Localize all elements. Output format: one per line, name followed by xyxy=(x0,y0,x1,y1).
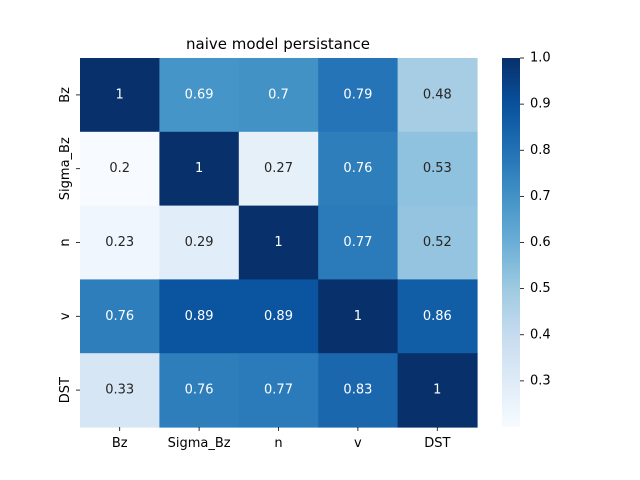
cell-value-label: 0.23 xyxy=(105,235,134,250)
y-tick-label: Bz xyxy=(58,87,73,103)
heatmap-cell xyxy=(80,353,160,428)
heatmap-cell xyxy=(80,131,160,207)
heatmap-cell xyxy=(80,279,160,354)
colorbar-tick-label: 1.0 xyxy=(530,51,551,66)
heatmap-cell xyxy=(80,205,160,280)
cell-value-label: 0.77 xyxy=(264,383,293,398)
cell-value-label: 0.83 xyxy=(343,383,372,398)
colorbar-tick-label: 0.8 xyxy=(530,143,551,158)
cell-value-label: 0.89 xyxy=(264,309,293,324)
cell-value-label: 0.76 xyxy=(105,309,134,324)
y-axis-ticks: Bz Sigma_Bzn v DST xyxy=(58,87,80,403)
heatmap-cell xyxy=(238,131,319,207)
heatmap-cell xyxy=(397,353,478,428)
y-tick-label: Sigma_Bz xyxy=(58,137,73,200)
colorbar-tick-label: 0.3 xyxy=(530,373,551,388)
heatmap-cell xyxy=(397,205,478,280)
heatmap-cell xyxy=(159,353,240,428)
heatmap-cell xyxy=(159,279,240,354)
cell-value-label: 0.33 xyxy=(105,383,134,398)
cell-value-label: 0.52 xyxy=(423,235,452,250)
heatmap-cell xyxy=(238,205,319,280)
heatmap-cell xyxy=(318,279,399,354)
colorbar xyxy=(502,58,520,427)
cell-value-label: 1 xyxy=(195,161,203,176)
cell-value-label: 0.29 xyxy=(185,235,214,250)
heatmap-cells: 1 0.69 0.7 0.79 0.48 0.2 1 0.27 0.76 0.53 0.23 0.29… xyxy=(80,58,478,428)
heatmap-cell xyxy=(238,353,319,428)
colorbar-tick-label: 0.5 xyxy=(530,281,551,296)
x-tick-label: Bz xyxy=(112,436,128,451)
cell-value-label: 0.89 xyxy=(185,309,214,324)
x-axis-ticks: Bz Sigma_Bz n v DST xyxy=(112,427,450,451)
cell-value-label: 0.77 xyxy=(343,235,372,250)
x-tick-label: n xyxy=(274,436,282,451)
cell-value-label: 1 xyxy=(433,383,441,398)
cell-value-label: 0.79 xyxy=(343,87,372,102)
cell-value-label: 0.53 xyxy=(423,161,452,176)
cell-value-label: 1 xyxy=(354,309,362,324)
cell-value-label: 0.27 xyxy=(264,161,293,176)
chart-title: naive model persistance xyxy=(186,35,370,53)
heatmap-cell xyxy=(318,131,399,207)
x-tick-label: v xyxy=(354,436,362,451)
cell-value-label: 0.76 xyxy=(185,383,214,398)
heatmap-cell xyxy=(238,58,319,133)
colorbar-ticks: 0.3 0.4 0.5 0.6 0.7 0.8 0.9 1.0 xyxy=(520,51,551,388)
heatmap-cell xyxy=(397,131,478,207)
heatmap-cell xyxy=(318,58,399,133)
heatmap-cell xyxy=(318,353,399,428)
heatmap-cell xyxy=(397,58,478,133)
colorbar-tick-label: 0.9 xyxy=(530,97,551,112)
cell-value-label: 1 xyxy=(274,235,282,250)
x-tick-label: DST xyxy=(424,436,450,451)
cell-value-label: 1 xyxy=(116,87,124,102)
y-tick-label: v xyxy=(58,312,73,320)
y-tick-label: n xyxy=(58,238,73,246)
colorbar-tick-label: 0.4 xyxy=(530,327,551,342)
heatmap-cell xyxy=(80,58,160,133)
x-tick-label: Sigma_Bz xyxy=(168,436,231,451)
cell-value-label: 0.7 xyxy=(268,87,289,102)
heatmap-cell xyxy=(318,205,399,280)
cell-value-label: 0.48 xyxy=(423,87,452,102)
cell-value-label: 0.76 xyxy=(343,161,372,176)
colorbar-tick-label: 0.7 xyxy=(530,189,551,204)
heatmap-cell xyxy=(159,131,240,207)
cell-value-label: 0.86 xyxy=(423,309,452,324)
heatmap-cell xyxy=(159,205,240,280)
heatmap-cell xyxy=(238,279,319,354)
cell-value-label: 0.2 xyxy=(109,161,130,176)
heatmap-cell xyxy=(159,58,240,133)
heatmap-cell xyxy=(397,279,478,354)
colorbar-tick-label: 0.6 xyxy=(530,235,551,250)
y-tick-label: DST xyxy=(58,377,73,403)
cell-value-label: 0.69 xyxy=(185,87,214,102)
